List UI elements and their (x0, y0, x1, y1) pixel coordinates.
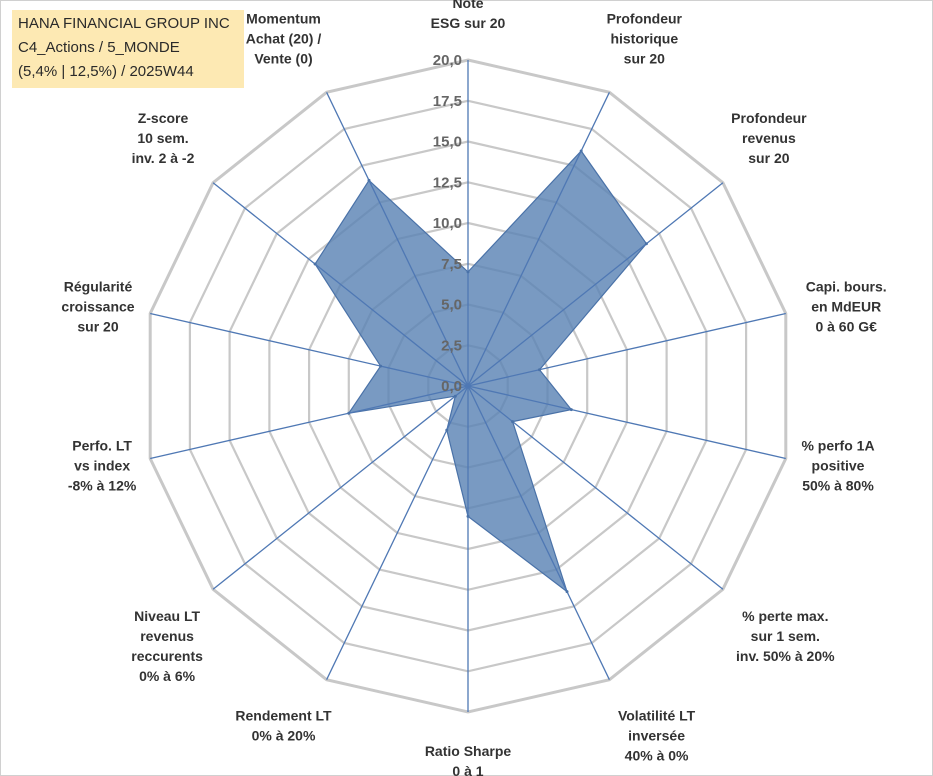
tick-label: 5,0 (441, 297, 462, 314)
axis-label-line: Profondeur (607, 11, 683, 27)
axis-spoke (150, 385, 469, 460)
data-point (347, 411, 351, 415)
axis-label-line: en MdEUR (811, 298, 881, 314)
axis-spoke (150, 312, 469, 387)
axis-spoke (212, 182, 469, 387)
tick-label: 12,5 (433, 174, 462, 191)
axis-label-line: 40% à 0% (625, 748, 689, 764)
data-point (538, 368, 541, 372)
axis-label-line: Ratio Sharpe (425, 743, 512, 759)
title-params: (5,4% | 12,5%) / 2025W44 (18, 63, 194, 80)
axis-label-line: Perfo. LT (72, 438, 132, 454)
axis-label-line: 50% à 80% (802, 478, 874, 494)
title-box: HANA FINANCIAL GROUP INC C4_Actions / 5_… (12, 10, 244, 88)
axis-label: Profondeur historique sur 20 (607, 11, 683, 67)
axis-label-line: inv. 50% à 20% (736, 648, 835, 664)
axis-spoke (467, 385, 786, 460)
axis-label-line: Vente (0) (254, 51, 312, 67)
axis-label: % perte max. sur 1 sem. inv. 50% à 20% (736, 608, 835, 664)
axis-label: Volatilité LT inversée 40% à 0% (618, 708, 696, 764)
tick-label: 0,0 (441, 378, 462, 395)
axis-label-line: Z-score (138, 110, 189, 126)
axis-label-line: sur 20 (624, 51, 665, 67)
title-company: HANA FINANCIAL GROUP INC (18, 15, 230, 32)
tick-label: 10,0 (433, 215, 462, 232)
data-point (379, 364, 383, 368)
title-category: C4_Actions / 5_MONDE (18, 39, 180, 56)
axis-label: Capi. bours. en MdEUR 0 à 60 G€ (806, 278, 887, 334)
data-point (453, 394, 457, 398)
axis-spoke (467, 312, 786, 387)
axis-label-line: sur 1 sem. (751, 628, 820, 644)
axis-label-line: 0 à 60 G€ (815, 318, 877, 334)
axis-label-line: inv. 2 à -2 (132, 150, 195, 166)
data-point (466, 514, 470, 518)
tick-label: 7,5 (441, 256, 462, 273)
axis-label-line: % perte max. (742, 608, 828, 624)
axis-label: Profondeur revenus sur 20 (731, 110, 807, 166)
axis-label-line: croissance (61, 298, 134, 314)
data-point (466, 270, 470, 274)
axis-label: Momentum Achat (20) / Vente (0) (246, 11, 322, 67)
axis-label-line: positive (812, 458, 865, 474)
data-point (445, 428, 449, 432)
axis-label-line: Niveau LT (134, 608, 200, 624)
axis-label-line: 0% à 6% (139, 668, 196, 684)
axis-label-line: Momentum (246, 11, 321, 27)
axis-spoke (467, 182, 724, 387)
data-point (313, 262, 317, 266)
axis-spoke (467, 385, 724, 590)
axis-label: Régularité croissance sur 20 (61, 278, 134, 334)
data-point (579, 149, 583, 153)
axis-label: % perfo 1A positive 50% à 80% (801, 438, 874, 494)
axis-label-line: inversée (628, 728, 685, 744)
tick-label: 15,0 (433, 134, 462, 151)
axis-spoke (212, 385, 469, 590)
axis-label-line: vs index (74, 458, 130, 474)
axis-spoke (467, 92, 610, 387)
axis-label-line: ESG sur 20 (431, 15, 506, 31)
axis-label-line: Note (452, 0, 483, 11)
axis-label-line: sur 20 (77, 318, 118, 334)
axis-label-line: 0% à 20% (252, 728, 316, 744)
axis-label-line: historique (610, 31, 678, 47)
axis-label: Niveau LT revenus reccurents 0% à 6% (131, 608, 203, 684)
axis-label: Perfo. LT vs index -8% à 12% (68, 438, 137, 494)
tick-label: 20,0 (433, 52, 462, 69)
axis-spoke (467, 385, 610, 680)
axis-label-line: Capi. bours. (806, 278, 887, 294)
series-polygon (314, 150, 648, 594)
axis-label: Note ESG sur 20 (431, 0, 506, 31)
data-point (644, 242, 648, 246)
axis-label-line: Achat (20) / (246, 31, 322, 47)
data-point (569, 408, 573, 412)
axis-label-line: reccurents (131, 648, 203, 664)
axis-spoke (326, 385, 469, 680)
axis-label-line: sur 20 (748, 150, 789, 166)
axis-label-line: 0 à 1 (452, 763, 483, 776)
axis-label: Ratio Sharpe 0 à 1 (425, 743, 512, 776)
axis-label-line: -8% à 12% (68, 478, 137, 494)
axis-label: Z-score 10 sem. inv. 2 à -2 (132, 110, 195, 166)
axis-label-line: Régularité (64, 278, 133, 294)
axis-label-line: Rendement LT (235, 708, 332, 724)
data-point (367, 178, 371, 182)
data-point (511, 420, 515, 424)
data-point (565, 590, 569, 594)
axis-label-line: revenus (742, 130, 796, 146)
tick-label: 2,5 (441, 337, 462, 354)
axis-label-line: revenus (140, 628, 194, 644)
axis-label: Rendement LT 0% à 20% (235, 708, 332, 744)
axis-spoke (326, 92, 469, 387)
axis-label-line: 10 sem. (137, 130, 188, 146)
tick-label: 17,5 (433, 93, 462, 110)
axis-label-line: % perfo 1A (801, 438, 874, 454)
axis-label-line: Volatilité LT (618, 708, 696, 724)
axis-label-line: Profondeur (731, 110, 807, 126)
